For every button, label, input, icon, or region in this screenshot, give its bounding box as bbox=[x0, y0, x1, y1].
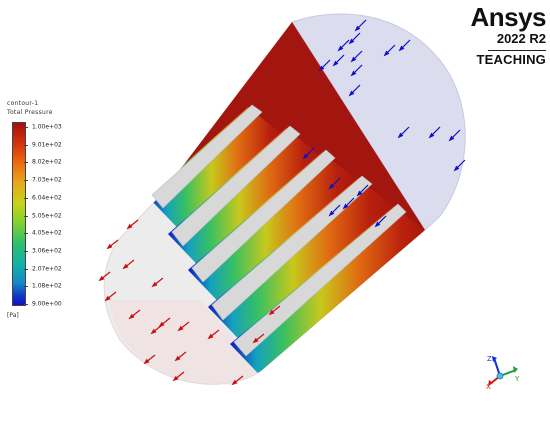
inlet-arrow-icon-head bbox=[350, 56, 357, 63]
channel-fin bbox=[191, 149, 336, 283]
brand-name: Ansys bbox=[470, 2, 546, 32]
channel-gradient bbox=[188, 152, 374, 316]
legend-label: 9.00e+00 bbox=[32, 300, 62, 308]
brand-version: 2022 R2 bbox=[496, 31, 546, 46]
legend-unit: [Pa] bbox=[7, 312, 19, 319]
legend-label: 7.03e+02 bbox=[32, 176, 62, 184]
inlet-arrow-icon-head bbox=[374, 221, 381, 228]
legend-tick bbox=[24, 215, 28, 217]
legend-label: 2.07e+02 bbox=[32, 265, 62, 273]
outlet-arrow-icon-head bbox=[122, 263, 129, 270]
legend-variable: Total Pressure bbox=[7, 109, 53, 116]
channel-gradient bbox=[208, 178, 410, 353]
legend-tick bbox=[24, 233, 28, 235]
pipe-body bbox=[291, 13, 466, 231]
channel-fin bbox=[171, 125, 301, 247]
svg-text:Z: Z bbox=[487, 355, 492, 363]
legend-label: 9.01e+02 bbox=[32, 141, 62, 149]
legend-tick bbox=[24, 127, 28, 128]
inlet-arrow-icon-head bbox=[328, 183, 335, 190]
legend-tick bbox=[24, 250, 28, 252]
inlet-arrow-icon-head bbox=[342, 203, 349, 210]
legend-tick bbox=[24, 144, 28, 146]
legend-ticks bbox=[24, 122, 30, 305]
legend-tick bbox=[24, 197, 28, 199]
outlet-arrow-icon-head bbox=[151, 281, 158, 288]
inlet-arrow-icon-head bbox=[348, 38, 355, 45]
inlet-arrow-icon-head bbox=[302, 153, 309, 160]
legend-tick bbox=[24, 286, 28, 288]
legend-label: 4.05e+02 bbox=[32, 229, 62, 237]
inlet-arrow-icon-head bbox=[354, 25, 361, 32]
inlet-arrow-icon-head bbox=[337, 45, 344, 52]
inlet-arrow-icon-head bbox=[428, 132, 435, 139]
legend-colorbar bbox=[12, 122, 26, 306]
outlet-arrow-icon-head bbox=[143, 358, 150, 365]
inlet-arrow-icon-head bbox=[348, 90, 355, 97]
channel-gradient bbox=[148, 107, 300, 243]
outlet-arrow-icon-head bbox=[128, 313, 135, 320]
outlet-arrow-icon-head bbox=[177, 325, 184, 332]
ansys-brand: Ansys 2022 R2 TEACHING bbox=[470, 4, 546, 67]
outlet-arrow-icon-head bbox=[207, 333, 214, 340]
legend-label: 1.00e+03 bbox=[32, 123, 62, 131]
inlet-arrow-icon-head bbox=[398, 45, 405, 52]
svg-text:X: X bbox=[486, 383, 491, 391]
outlet-arrow-icon-head bbox=[172, 375, 179, 382]
outlet-arrow-icon-head bbox=[126, 223, 133, 230]
legend-label: 3.06e+02 bbox=[32, 247, 62, 255]
legend-label: 6.04e+02 bbox=[32, 194, 62, 202]
inlet-arrow-icon-head bbox=[383, 50, 390, 57]
axis-triad-icon[interactable]: X Y Z bbox=[482, 352, 522, 392]
channel-gradient bbox=[168, 128, 338, 280]
inlet-arrow-icon-head bbox=[318, 65, 325, 72]
outlet-arrow-icon-head bbox=[98, 275, 105, 282]
inlet-arrow-icon-head bbox=[328, 210, 335, 217]
brand-divider bbox=[488, 50, 546, 51]
outlet-arrow-icon-head bbox=[252, 337, 259, 344]
outlet-arrow-icon-head bbox=[268, 309, 275, 316]
outlet-arrow-icon-head bbox=[174, 355, 181, 362]
inlet-arrow-icon-head bbox=[350, 70, 357, 77]
channel-gradient bbox=[230, 206, 426, 385]
inlet-arrow-icon-head bbox=[332, 60, 339, 67]
svg-text:Y: Y bbox=[514, 375, 520, 383]
legend-label: 5.05e+02 bbox=[32, 212, 62, 219]
inlet-arrow-icon-head bbox=[448, 135, 455, 142]
legend-tick bbox=[24, 180, 28, 182]
legend-tick bbox=[24, 304, 28, 305]
channel-fin bbox=[233, 203, 407, 357]
legend-tick bbox=[24, 268, 28, 270]
inlet-arrow-icon-head bbox=[356, 190, 363, 197]
outlet-arrow-icon-head bbox=[231, 379, 238, 386]
outlet-arrow-icon-head bbox=[104, 295, 111, 302]
brand-edition: TEACHING bbox=[476, 52, 546, 67]
legend-label: 1.08e+02 bbox=[32, 282, 62, 290]
outlet-arrow-icon-head bbox=[106, 243, 113, 250]
legend-tick bbox=[24, 162, 28, 164]
legend-title: contour-1 bbox=[7, 100, 39, 107]
legend-label: 8.02e+02 bbox=[32, 158, 62, 166]
pipe-lower-tint bbox=[110, 300, 262, 385]
inlet-arrow-icon-head bbox=[397, 132, 404, 139]
outlet-arrow-icon-head bbox=[150, 328, 157, 335]
channel-fin bbox=[151, 104, 263, 209]
inlet-arrow-icon-head bbox=[453, 165, 460, 172]
